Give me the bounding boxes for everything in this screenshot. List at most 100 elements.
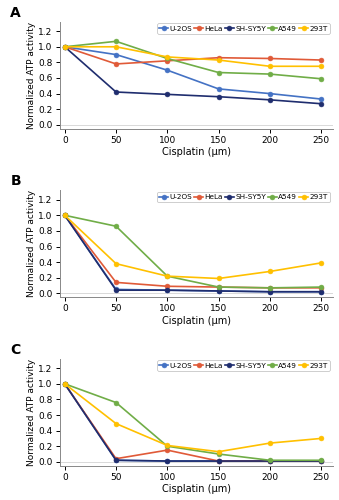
U-2OS: [63, 381, 67, 387]
HeLa: [217, 284, 221, 290]
293T: [319, 436, 323, 442]
A549: [217, 451, 221, 457]
HeLa: [319, 458, 323, 464]
U-2OS: [165, 287, 170, 293]
SH-SY5Y: [217, 94, 221, 100]
Text: C: C: [10, 342, 21, 356]
HeLa: [114, 456, 118, 462]
U-2OS: [319, 288, 323, 294]
HeLa: [319, 57, 323, 63]
293T: [268, 268, 272, 274]
U-2OS: [217, 86, 221, 92]
Line: SH-SY5Y: SH-SY5Y: [62, 213, 323, 294]
U-2OS: [114, 286, 118, 292]
HeLa: [165, 284, 170, 290]
SH-SY5Y: [63, 381, 67, 387]
HeLa: [165, 447, 170, 453]
Text: B: B: [10, 174, 21, 188]
HeLa: [114, 280, 118, 285]
Legend: U-2OS, HeLa, SH-SY5Y, A549, 293T: U-2OS, HeLa, SH-SY5Y, A549, 293T: [157, 192, 330, 202]
A549: [319, 458, 323, 464]
Line: 293T: 293T: [62, 213, 323, 281]
Line: SH-SY5Y: SH-SY5Y: [62, 382, 323, 464]
293T: [319, 64, 323, 70]
Line: HeLa: HeLa: [62, 382, 323, 464]
SH-SY5Y: [319, 288, 323, 294]
Legend: U-2OS, HeLa, SH-SY5Y, A549, 293T: U-2OS, HeLa, SH-SY5Y, A549, 293T: [157, 24, 330, 34]
293T: [217, 57, 221, 63]
SH-SY5Y: [268, 288, 272, 294]
293T: [165, 273, 170, 279]
A549: [63, 212, 67, 218]
A549: [114, 400, 118, 406]
SH-SY5Y: [63, 44, 67, 50]
293T: [63, 44, 67, 50]
293T: [319, 260, 323, 266]
A549: [165, 56, 170, 62]
SH-SY5Y: [319, 100, 323, 106]
X-axis label: Cisplatin (μm): Cisplatin (μm): [162, 148, 231, 158]
X-axis label: Cisplatin (μm): Cisplatin (μm): [162, 484, 231, 494]
Line: A549: A549: [62, 213, 323, 290]
SH-SY5Y: [268, 458, 272, 464]
293T: [114, 260, 118, 266]
Line: U-2OS: U-2OS: [62, 213, 323, 294]
293T: [114, 420, 118, 426]
A549: [217, 70, 221, 75]
A549: [319, 284, 323, 290]
U-2OS: [319, 96, 323, 102]
U-2OS: [114, 52, 118, 58]
A549: [165, 443, 170, 449]
293T: [268, 64, 272, 70]
SH-SY5Y: [319, 458, 323, 464]
Line: SH-SY5Y: SH-SY5Y: [62, 44, 323, 106]
U-2OS: [319, 458, 323, 464]
Line: 293T: 293T: [62, 44, 323, 68]
U-2OS: [165, 458, 170, 464]
HeLa: [268, 458, 272, 464]
293T: [63, 212, 67, 218]
A549: [114, 223, 118, 229]
Y-axis label: Normalized ATP activity: Normalized ATP activity: [26, 22, 36, 129]
HeLa: [319, 285, 323, 291]
Y-axis label: Normalized ATP activity: Normalized ATP activity: [26, 190, 36, 298]
A549: [268, 71, 272, 77]
293T: [217, 448, 221, 454]
293T: [63, 381, 67, 387]
SH-SY5Y: [114, 458, 118, 464]
SH-SY5Y: [268, 97, 272, 103]
U-2OS: [268, 90, 272, 96]
A549: [319, 76, 323, 82]
U-2OS: [217, 458, 221, 464]
HeLa: [268, 285, 272, 291]
X-axis label: Cisplatin (μm): Cisplatin (μm): [162, 316, 231, 326]
U-2OS: [268, 458, 272, 464]
SH-SY5Y: [165, 287, 170, 293]
U-2OS: [268, 288, 272, 294]
SH-SY5Y: [114, 89, 118, 95]
HeLa: [114, 61, 118, 67]
HeLa: [165, 58, 170, 64]
HeLa: [217, 54, 221, 60]
Y-axis label: Normalized ATP activity: Normalized ATP activity: [26, 358, 36, 466]
A549: [217, 284, 221, 290]
Legend: U-2OS, HeLa, SH-SY5Y, A549, 293T: U-2OS, HeLa, SH-SY5Y, A549, 293T: [157, 360, 330, 370]
293T: [114, 44, 118, 50]
U-2OS: [165, 67, 170, 73]
A549: [63, 381, 67, 387]
SH-SY5Y: [165, 92, 170, 98]
293T: [165, 54, 170, 60]
Line: HeLa: HeLa: [62, 44, 323, 66]
293T: [268, 440, 272, 446]
SH-SY5Y: [165, 458, 170, 464]
HeLa: [217, 458, 221, 464]
U-2OS: [114, 458, 118, 464]
A549: [63, 44, 67, 50]
A549: [268, 285, 272, 291]
SH-SY5Y: [217, 458, 221, 464]
Line: A549: A549: [62, 382, 323, 462]
U-2OS: [63, 212, 67, 218]
293T: [165, 442, 170, 448]
U-2OS: [63, 44, 67, 50]
A549: [114, 38, 118, 44]
